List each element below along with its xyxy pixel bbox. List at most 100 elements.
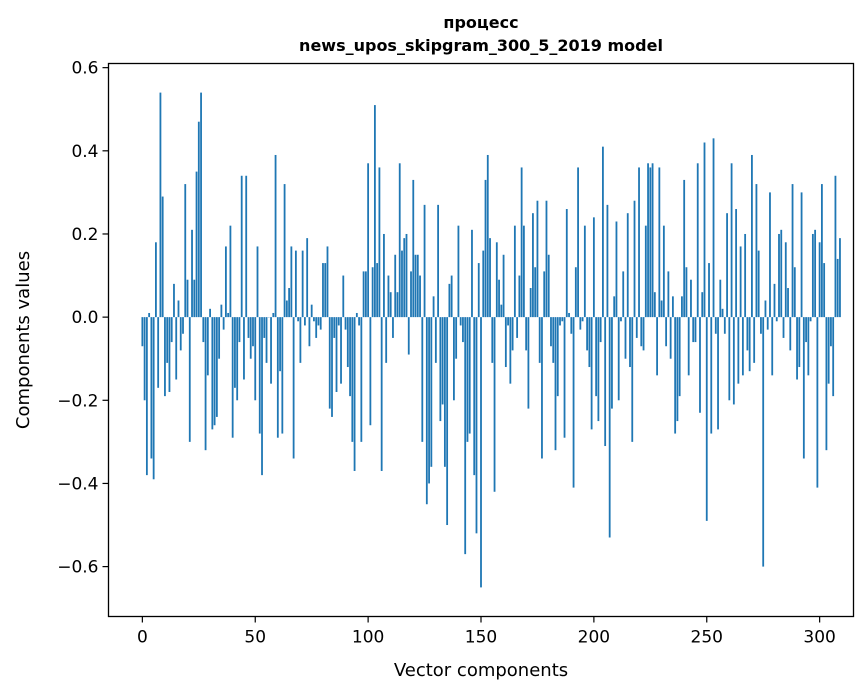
bar-component-198 [588, 317, 591, 368]
bar-component-256 [719, 279, 722, 318]
bar-component-40 [231, 317, 234, 438]
bar-component-49 [252, 317, 254, 347]
bar-component-140 [457, 225, 460, 318]
bar-component-171 [527, 317, 530, 409]
bar-component-148 [475, 317, 478, 534]
plot-frame [107, 62, 855, 618]
bar-component-119 [410, 271, 412, 318]
bar-component-296 [809, 317, 812, 322]
bar-component-133 [441, 317, 444, 405]
chart-title-line-2: news_upos_skipgram_300_5_2019 model [299, 36, 663, 55]
bar-component-244 [692, 317, 695, 343]
bar-component-289 [793, 267, 796, 318]
bar-component-46 [245, 175, 248, 318]
bar-component-167 [518, 275, 521, 318]
bar-component-213 [622, 271, 625, 318]
bar-component-107 [383, 233, 385, 318]
bar-component-228 [656, 317, 658, 376]
bar-component-118 [407, 317, 410, 355]
bar-component-10 [164, 317, 166, 397]
bar-component-81 [324, 263, 327, 318]
bar-component-11 [166, 317, 169, 363]
bar-component-170 [525, 317, 528, 351]
bar-component-290 [796, 317, 798, 380]
bar-component-129 [432, 296, 435, 318]
bar-component-77 [315, 317, 318, 338]
bar-component-2 [145, 317, 148, 476]
bar-component-68 [294, 250, 297, 318]
bar-component-128 [430, 317, 433, 467]
y-tick-label: 0.4 [71, 142, 98, 162]
bar-component-19 [184, 184, 187, 318]
x-tick-label: 250 [691, 628, 723, 648]
bar-component-215 [626, 213, 629, 318]
bar-component-301 [820, 184, 823, 318]
bar-component-306 [832, 317, 835, 397]
bar-component-260 [728, 317, 731, 401]
bar-component-137 [450, 275, 453, 318]
bar-component-76 [313, 317, 315, 322]
bar-component-12 [168, 317, 171, 392]
bar-component-89 [342, 275, 345, 318]
bar-component-264 [737, 317, 740, 384]
bar-component-261 [730, 163, 733, 318]
bar-component-262 [732, 317, 735, 405]
bar-component-307 [834, 175, 837, 318]
bar-component-267 [744, 233, 747, 318]
bar-component-57 [270, 317, 272, 384]
bar-component-263 [735, 209, 738, 318]
bar-component-183 [554, 317, 557, 451]
bar-component-292 [800, 192, 803, 318]
bar-component-67 [292, 317, 295, 459]
bar-component-177 [541, 317, 543, 459]
bar-component-174 [534, 267, 537, 318]
bar-component-43 [238, 317, 241, 343]
bar-component-72 [304, 317, 306, 326]
bar-component-147 [473, 317, 476, 476]
bar-component-293 [802, 317, 805, 459]
bar-component-197 [586, 317, 589, 351]
bar-component-146 [471, 229, 473, 318]
bar-component-136 [448, 283, 451, 318]
bar-component-84 [331, 317, 333, 417]
bar-component-157 [495, 242, 498, 318]
bar-component-112 [394, 254, 397, 318]
bar-component-7 [157, 317, 160, 388]
bar-component-236 [674, 317, 677, 434]
bar-component-282 [778, 233, 780, 318]
x-tick-label: 0 [137, 628, 148, 648]
bar-component-193 [577, 167, 579, 318]
bar-component-39 [229, 225, 232, 318]
bar-component-164 [511, 317, 514, 351]
bar-component-240 [683, 179, 686, 318]
bar-component-114 [398, 163, 401, 318]
bar-component-87 [337, 317, 340, 326]
bar-component-130 [434, 317, 437, 363]
bar-component-206 [606, 204, 609, 318]
bar-component-66 [290, 246, 293, 318]
y-tick-label: 0.0 [71, 308, 98, 328]
bar-component-210 [615, 221, 618, 318]
bar-component-217 [631, 317, 634, 442]
bar-component-36 [222, 317, 225, 330]
y-axis-ticks: −0.6 −0.4 −0.2 0.0 0.2 0.4 0.6 [57, 59, 109, 578]
bar-component-243 [690, 279, 692, 318]
bar-component-284 [782, 317, 785, 338]
bar-component-201 [595, 317, 598, 397]
bar-component-226 [651, 163, 654, 318]
bar-component-134 [443, 317, 446, 467]
bar-component-303 [825, 317, 828, 451]
bar-component-101 [369, 317, 372, 426]
bar-component-199 [590, 317, 593, 430]
bar-component-237 [676, 317, 679, 422]
bar-component-58 [272, 312, 275, 318]
bar-component-34 [218, 317, 221, 359]
bar-component-96 [358, 317, 360, 326]
bar-component-98 [362, 271, 365, 318]
bar-component-268 [746, 317, 749, 351]
bar-component-64 [285, 300, 288, 318]
bar-component-185 [559, 317, 561, 326]
bar-component-252 [710, 317, 713, 434]
bar-component-245 [694, 317, 697, 343]
bar-component-297 [811, 233, 814, 318]
